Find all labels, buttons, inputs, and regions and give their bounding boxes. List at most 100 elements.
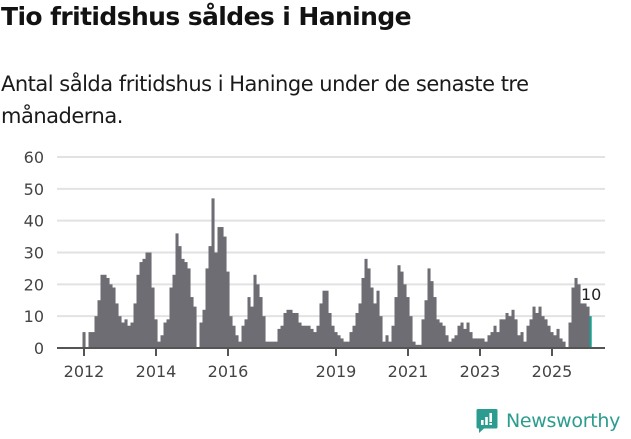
bar: [586, 306, 590, 348]
bar: [208, 246, 212, 348]
y-tick-label: 60: [24, 148, 44, 167]
bar: [556, 328, 560, 348]
bar: [118, 316, 122, 348]
bar: [406, 297, 410, 348]
bar: [271, 341, 275, 348]
bar: [469, 332, 473, 348]
bar: [502, 319, 506, 348]
bar: [103, 274, 107, 348]
bar: [166, 319, 170, 348]
bar: [316, 325, 320, 348]
bar: [349, 332, 353, 348]
bar: [289, 309, 293, 348]
bar: [184, 262, 188, 348]
bar: [334, 332, 338, 348]
y-tick-label: 50: [24, 180, 44, 199]
bar: [481, 338, 485, 348]
bar: [463, 328, 467, 348]
bar: [241, 325, 245, 348]
bar: [274, 341, 278, 348]
bar: [394, 297, 398, 348]
y-tick-label: 0: [34, 339, 44, 358]
bar: [574, 277, 578, 348]
bar: [157, 341, 161, 348]
x-tick-label: 2014: [136, 362, 177, 381]
bar: [145, 252, 149, 348]
bar: [256, 284, 260, 348]
x-tick-label: 2021: [388, 362, 429, 381]
bar: [373, 303, 377, 348]
bar: [580, 303, 584, 348]
bar: [559, 338, 563, 348]
bar: [136, 274, 140, 348]
x-axis-labels: 2012 2014 2016 2019 2021 2023 2025: [64, 348, 573, 381]
bar: [412, 341, 416, 348]
bar: [265, 341, 269, 348]
bar: [127, 325, 131, 348]
bar: [478, 338, 482, 348]
bar: [319, 303, 323, 348]
latest-value-label: 10: [581, 285, 601, 304]
bar: [130, 322, 134, 348]
x-tick-label: 2025: [532, 362, 573, 381]
x-tick-label: 2016: [208, 362, 249, 381]
bar: [280, 325, 284, 348]
bar: [202, 309, 206, 348]
bar: [541, 316, 545, 348]
y-tick-label: 10: [24, 307, 44, 326]
bar: [508, 316, 512, 348]
brand-name: Newsworthy: [506, 410, 621, 432]
bar: [268, 341, 272, 348]
bar: [583, 303, 587, 348]
bar: [226, 271, 230, 348]
bar: [538, 306, 542, 348]
bar: [505, 312, 509, 348]
bar: [187, 268, 191, 348]
bar: [379, 316, 383, 348]
bar: [415, 344, 419, 348]
bar: [115, 303, 119, 348]
bar: [94, 316, 98, 348]
bar: [496, 332, 500, 348]
bar: [364, 258, 368, 348]
bar: [124, 319, 128, 348]
bar: [169, 287, 173, 348]
bar: [532, 306, 536, 348]
bar: [238, 341, 242, 348]
bar: [424, 300, 428, 348]
bar: [451, 338, 455, 348]
y-tick-label: 40: [24, 212, 44, 231]
bar: [445, 335, 449, 348]
bar: [100, 274, 104, 348]
bar: [301, 325, 305, 348]
bar: [367, 268, 371, 348]
bar: [139, 262, 143, 348]
x-tick-label: 2019: [316, 362, 357, 381]
bar: [529, 319, 533, 348]
bar: [433, 297, 437, 348]
bar: [295, 312, 299, 348]
bar: [421, 319, 425, 348]
bar: [133, 303, 137, 348]
bar: [193, 306, 197, 348]
bar: [175, 233, 179, 348]
bar: [493, 325, 497, 348]
bar: [400, 271, 404, 348]
bar: [523, 341, 527, 348]
bar: [457, 325, 461, 348]
bar: [121, 322, 125, 348]
bar: [151, 287, 155, 348]
bar: [361, 277, 365, 348]
bar: [82, 332, 86, 348]
x-tick-label: 2023: [460, 362, 501, 381]
bar: [292, 312, 296, 348]
bar: [454, 335, 458, 348]
bar: [232, 325, 236, 348]
bar: [235, 335, 239, 348]
bar: [97, 300, 101, 348]
bar: [163, 322, 167, 348]
bar: [370, 287, 374, 348]
newsworthy-logo-icon: [476, 408, 498, 434]
bar: [313, 332, 317, 348]
bar: [259, 297, 263, 348]
